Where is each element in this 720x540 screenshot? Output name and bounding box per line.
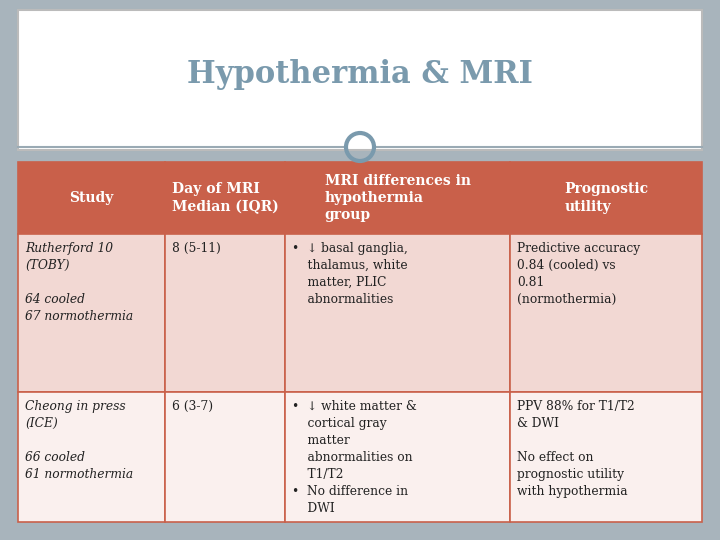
Text: Predictive accuracy
0.84 (cooled) vs
0.81
(normothermia): Predictive accuracy 0.84 (cooled) vs 0.8…: [518, 242, 641, 306]
Bar: [165, 162, 285, 234]
Bar: [18, 392, 165, 522]
Text: 6 (3-7): 6 (3-7): [172, 400, 213, 413]
Text: PPV 88% for T1/T2
& DWI

No effect on
prognostic utility
with hypothermia: PPV 88% for T1/T2 & DWI No effect on pro…: [518, 400, 635, 498]
Bar: [18, 234, 165, 392]
Text: Rutherford 10
(TOBY)

64 cooled
67 normothermia: Rutherford 10 (TOBY) 64 cooled 67 normot…: [25, 242, 133, 323]
Bar: [285, 162, 510, 234]
Text: Study: Study: [69, 191, 114, 205]
Text: Prognostic
utility: Prognostic utility: [564, 183, 648, 214]
Text: •  ↓ white matter &
    cortical gray
    matter
    abnormalities on
    T1/T2
: • ↓ white matter & cortical gray matter …: [292, 400, 416, 515]
Text: Hypothermia & MRI: Hypothermia & MRI: [187, 59, 533, 91]
Bar: [510, 162, 702, 234]
Bar: [510, 234, 702, 392]
Bar: [165, 234, 285, 392]
Text: •  ↓ basal ganglia,
    thalamus, white
    matter, PLIC
    abnormalities: • ↓ basal ganglia, thalamus, white matte…: [292, 242, 408, 306]
Bar: [285, 234, 510, 392]
Text: Cheong in press
(ICE)

66 cooled
61 normothermia: Cheong in press (ICE) 66 cooled 61 normo…: [25, 400, 133, 481]
Text: MRI differences in
hypothermia
group: MRI differences in hypothermia group: [325, 174, 471, 222]
FancyBboxPatch shape: [18, 10, 702, 150]
Bar: [165, 392, 285, 522]
Bar: [510, 392, 702, 522]
Text: 8 (5-11): 8 (5-11): [172, 242, 221, 255]
Bar: [285, 392, 510, 522]
Bar: [18, 162, 165, 234]
Text: Day of MRI
Median (IQR): Day of MRI Median (IQR): [171, 182, 279, 214]
